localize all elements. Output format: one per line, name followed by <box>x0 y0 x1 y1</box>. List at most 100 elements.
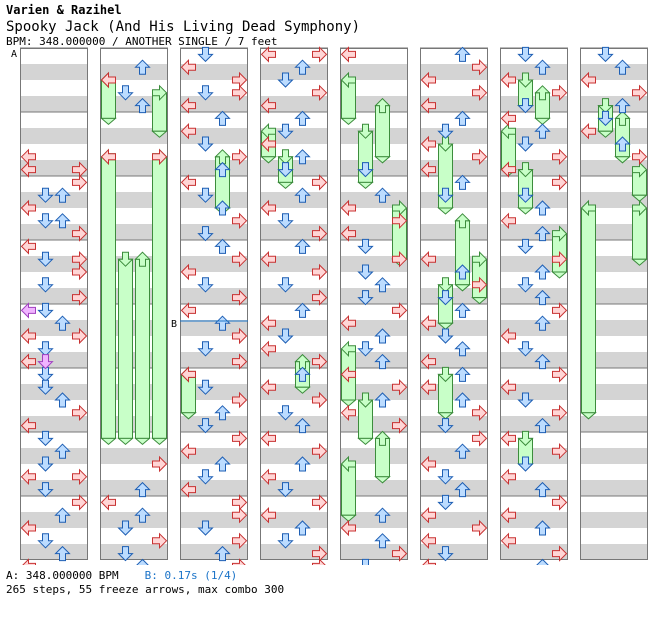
up-arrow-note <box>214 405 231 421</box>
freeze-left-arrow <box>340 340 356 358</box>
up-arrow-note <box>454 481 471 498</box>
up-arrow-note <box>534 225 551 242</box>
up-arrow-note <box>294 238 311 254</box>
down-arrow-note <box>517 46 534 63</box>
left-arrow-note <box>420 532 436 550</box>
left-arrow-note <box>180 481 196 498</box>
freeze-arrow-tail <box>437 412 454 420</box>
up-arrow-note <box>454 392 471 408</box>
down-arrow-note <box>197 341 214 357</box>
right-arrow-note <box>72 327 88 345</box>
right-arrow-note <box>552 442 568 460</box>
beat-stripe <box>420 480 488 496</box>
beat-stripe <box>260 448 328 464</box>
up-arrow-note <box>534 200 551 216</box>
down-arrow-note <box>277 328 294 344</box>
right-arrow-note <box>472 404 488 422</box>
right-arrow-note <box>392 378 408 396</box>
beat-stripe <box>260 384 328 400</box>
up-arrow-note <box>614 97 631 114</box>
freeze-down-arrow <box>117 251 134 267</box>
up-arrow-note <box>454 110 471 126</box>
right-arrow-note <box>152 532 168 550</box>
beat-stripe <box>340 320 408 336</box>
beat-stripe <box>20 480 88 496</box>
right-arrow-note <box>72 404 88 422</box>
beat-stripe <box>340 288 408 304</box>
left-arrow-note <box>420 71 436 89</box>
column-border <box>340 48 408 560</box>
up-arrow-note <box>134 59 151 75</box>
freeze-arrow-tail <box>100 437 117 446</box>
freeze-arrow-tail <box>631 194 648 202</box>
down-arrow-note <box>37 482 54 498</box>
left-arrow-note <box>580 71 596 89</box>
beat-stripe <box>500 96 568 112</box>
right-arrow-note <box>232 353 248 370</box>
freeze-arrow-tail <box>374 476 391 484</box>
right-arrow-note <box>552 174 568 191</box>
down-arrow-note <box>277 405 294 421</box>
down-arrow-note <box>362 558 369 565</box>
beat-stripe <box>340 448 408 464</box>
right-arrow-note <box>552 366 568 383</box>
freeze-right-arrow <box>552 225 568 242</box>
freeze-up-arrow <box>374 97 391 114</box>
freeze-left-arrow <box>340 455 356 473</box>
freeze-right-arrow <box>152 84 168 102</box>
left-arrow-note <box>340 519 356 537</box>
left-arrow-note <box>100 494 116 511</box>
up-arrow-note <box>134 97 151 114</box>
left-arrow-note <box>180 97 196 114</box>
right-arrow-note <box>632 148 648 166</box>
left-arrow-note <box>580 122 596 140</box>
up-arrow-note <box>454 302 471 318</box>
up-arrow-note <box>294 110 311 126</box>
left-arrow-note <box>420 314 436 332</box>
right-arrow-note <box>472 519 488 537</box>
beat-stripe <box>420 128 488 144</box>
left-arrow-note <box>180 366 196 383</box>
left-arrow-note <box>260 250 276 268</box>
left-arrow-note <box>340 225 356 242</box>
left-arrow-note <box>340 314 356 332</box>
beat-stripe <box>500 224 568 240</box>
beat-stripe <box>500 192 568 208</box>
up-arrow-note <box>534 353 551 370</box>
left-arrow-note <box>500 506 516 524</box>
freeze-down-arrow <box>357 123 374 139</box>
beat-stripe <box>100 512 168 528</box>
beat-stripe <box>500 384 568 400</box>
down-arrow-note <box>117 520 134 536</box>
beat-stripe <box>260 128 328 144</box>
beat-stripe <box>340 224 408 240</box>
left-arrow-note <box>500 430 516 447</box>
right-arrow-note <box>72 468 88 486</box>
left-arrow-note <box>260 468 276 486</box>
beat-stripe <box>340 512 408 528</box>
left-arrow-note <box>20 468 36 486</box>
down-arrow-note <box>197 85 214 101</box>
beat-stripe <box>20 160 88 176</box>
beat-stripe <box>500 256 568 272</box>
chart-stats: 265 steps, 55 freeze arrows, max combo 3… <box>6 583 285 596</box>
up-arrow-note <box>534 481 551 498</box>
right-arrow-note <box>312 46 328 63</box>
beat-stripe <box>180 544 248 560</box>
down-arrow-note <box>37 302 54 319</box>
down-arrow-note <box>517 187 534 203</box>
beat-stripe <box>500 128 568 144</box>
freeze-arrow-tail <box>534 117 551 126</box>
right-arrow-note <box>232 506 248 524</box>
right-arrow-note <box>312 225 328 242</box>
beat-stripe <box>580 160 648 176</box>
left-arrow-note <box>180 442 196 460</box>
up-arrow-note <box>54 443 71 459</box>
step-chart <box>20 46 648 565</box>
freeze-down-arrow <box>517 430 534 447</box>
down-arrow-note <box>197 469 214 485</box>
right-arrow-note <box>392 302 408 319</box>
beat-stripe <box>420 256 488 272</box>
right-arrow-note <box>152 455 168 473</box>
down-arrow-note <box>37 456 54 472</box>
